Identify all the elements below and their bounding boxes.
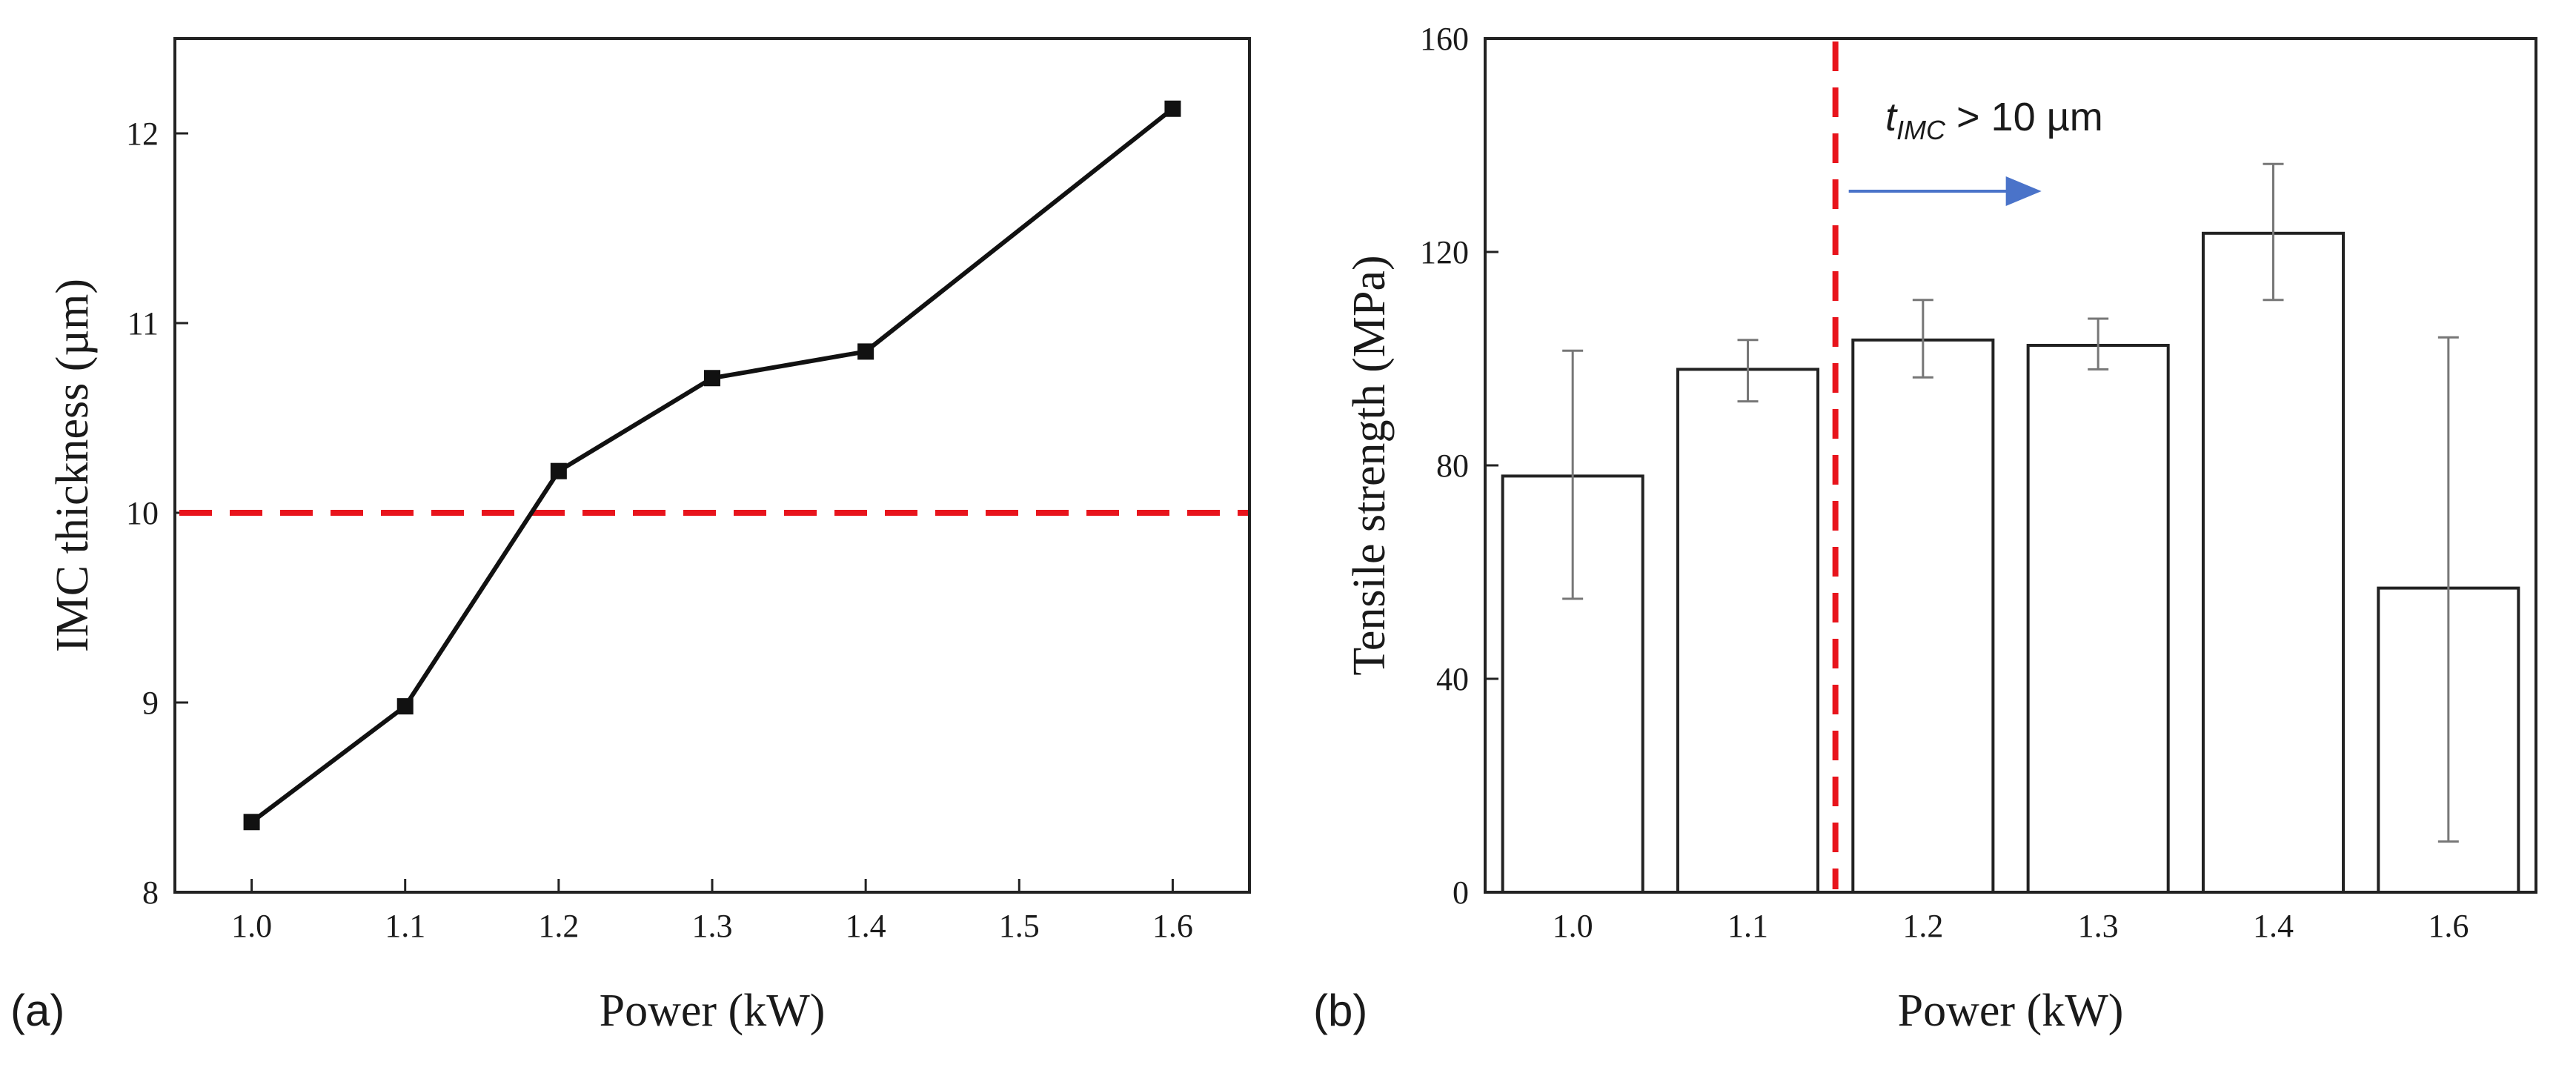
arrow-head-icon bbox=[2005, 176, 2042, 206]
panel-b-x-axis-label: Power (kW) bbox=[1898, 986, 2124, 1036]
x-tick-label: 1.1 bbox=[385, 908, 425, 944]
panel-a-plot-frame bbox=[173, 37, 1251, 894]
panel-a-label: (a) bbox=[10, 986, 64, 1035]
panel-a-line-chart: 1.0 1.1 1.2 1.3 1.4 1.5 1.6 8 9 10 11 12 Power (kW)… bbox=[10, 37, 1251, 1036]
x-tick-label: 1.4 bbox=[846, 908, 886, 944]
panel-b-bar-chart: 0 40 80 120 160 1.0 1.1 1.2 1.3 1.4 1.6 tIMC > 10 … bbox=[1313, 21, 2537, 1036]
y-tick-label: 11 bbox=[127, 305, 159, 342]
y-tick-label: 40 bbox=[1436, 661, 1469, 697]
x-tick-label: 1.1 bbox=[1727, 908, 1768, 944]
panel-b-marks bbox=[1501, 41, 2520, 894]
data-point bbox=[396, 698, 414, 715]
y-tick-label: 0 bbox=[1453, 874, 1469, 911]
x-tick-label: 1.3 bbox=[2078, 908, 2119, 944]
panel-a-marks bbox=[179, 100, 1248, 831]
panel-a-x-axis-label: Power (kW) bbox=[600, 986, 826, 1036]
y-tick-label: 8 bbox=[142, 874, 159, 911]
data-point bbox=[857, 343, 874, 360]
data-point bbox=[243, 814, 260, 831]
x-tick-label: 1.6 bbox=[2428, 908, 2469, 944]
x-tick-label: 1.4 bbox=[2253, 908, 2294, 944]
x-tick-label: 1.2 bbox=[538, 908, 579, 944]
x-tick-label: 1.2 bbox=[1902, 908, 1943, 944]
bar bbox=[1851, 338, 1995, 894]
data-point bbox=[704, 370, 720, 387]
panel-b-y-axis-label: Tensile strength (MPa) bbox=[1344, 255, 1395, 675]
y-tick-label: 160 bbox=[1420, 21, 1469, 57]
annotation-subscript: IMC bbox=[1896, 115, 1946, 145]
panel-b-axes: 0 40 80 120 160 1.0 1.1 1.2 1.3 1.4 1.6 bbox=[1420, 21, 2469, 944]
y-tick-label: 9 bbox=[142, 685, 159, 721]
y-tick-label: 10 bbox=[126, 495, 159, 531]
bar bbox=[2026, 344, 2170, 894]
annotation-tail: > 10 µm bbox=[1945, 95, 2103, 139]
x-tick-label: 1.6 bbox=[1152, 908, 1193, 944]
y-tick-label: 80 bbox=[1436, 448, 1469, 484]
x-tick-label: 1.0 bbox=[231, 908, 272, 944]
panel-b-label: (b) bbox=[1313, 986, 1367, 1035]
y-tick-label: 120 bbox=[1420, 234, 1469, 270]
panel-a-y-axis-label: IMC thickness (µm) bbox=[47, 279, 98, 652]
data-point bbox=[1164, 100, 1181, 117]
y-tick-label: 12 bbox=[126, 116, 159, 152]
data-point bbox=[550, 462, 567, 479]
panel-b-annotation: tIMC > 10 µm bbox=[1885, 95, 2103, 145]
bar bbox=[2201, 231, 2346, 894]
x-tick-label: 1.0 bbox=[1553, 908, 1593, 944]
series-line bbox=[250, 107, 1175, 824]
x-tick-label: 1.3 bbox=[692, 908, 733, 944]
bar bbox=[1676, 368, 1820, 894]
x-tick-label: 1.5 bbox=[999, 908, 1040, 944]
bar bbox=[1501, 474, 1644, 894]
annotation-main: t bbox=[1885, 95, 1898, 139]
panel-a-axes: 1.0 1.1 1.2 1.3 1.4 1.5 1.6 8 9 10 11 12 bbox=[126, 116, 1193, 944]
